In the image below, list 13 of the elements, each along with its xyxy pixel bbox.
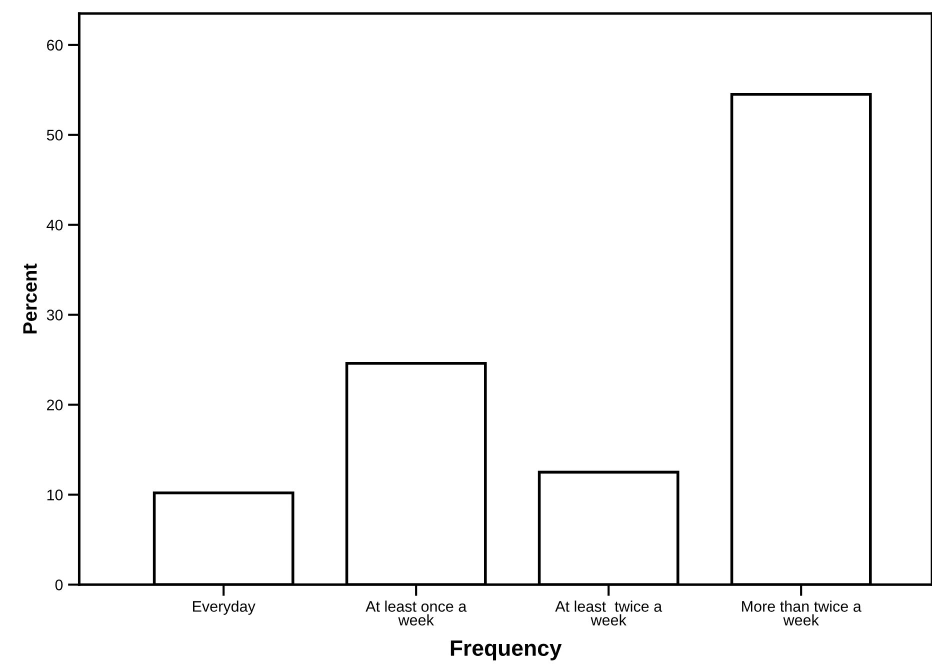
- y-tick-label: 20: [47, 400, 63, 410]
- x-tick-label: Everyday: [193, 600, 256, 615]
- x-axis-title: Frequency: [450, 640, 562, 660]
- y-tick-label: 60: [47, 40, 63, 51]
- y-tick-label: 10: [47, 490, 63, 500]
- x-tick-label: At least twice a week: [555, 600, 662, 626]
- y-axis-title: Percent: [23, 264, 37, 334]
- x-tick-label: At least once a week: [366, 600, 467, 626]
- y-tick-label: 50: [46, 130, 63, 141]
- y-tick-label: 30: [46, 310, 63, 320]
- y-tick-label: 0: [55, 580, 63, 590]
- x-tick-label: More than twice a week: [742, 600, 862, 626]
- y-tick-label: 40: [46, 220, 63, 231]
